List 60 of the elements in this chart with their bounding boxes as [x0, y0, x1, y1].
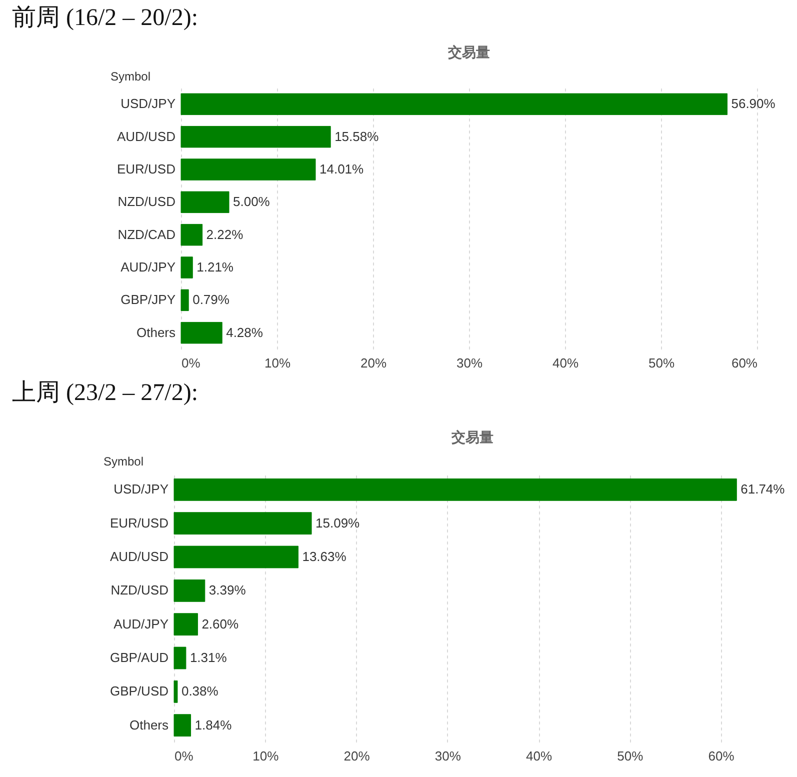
y-tick-label: AUD/USD: [116, 128, 176, 144]
text: 上周 (23/2 – 27/2):: [11, 379, 199, 408]
x-tick-label: 40%: [526, 748, 552, 764]
bar: [174, 680, 178, 703]
y-tick-label: Others: [129, 717, 169, 732]
data-label: 61.74%: [740, 482, 786, 497]
data-label: 15.58%: [334, 128, 380, 144]
x-tick-label: 60%: [731, 356, 758, 370]
data-label: 14.01%: [319, 162, 364, 176]
y-tick-label: AUD/JPY: [114, 616, 169, 632]
bar: [174, 478, 737, 501]
x-tick-label: 50%: [617, 748, 644, 764]
data-label: 2.60%: [202, 616, 239, 632]
y-axis-title: Symbol: [110, 70, 150, 84]
y-tick-label: AUD/JPY: [120, 260, 176, 274]
y-tick-label: AUD/USD: [110, 549, 168, 564]
y-tick-label: GBP/AUD: [110, 650, 168, 665]
x-tick-label: 40%: [552, 356, 579, 370]
y-tick-label: EUR/USD: [116, 162, 176, 176]
data-label: 56.90%: [731, 96, 776, 112]
x-tick-label: 20%: [344, 748, 370, 764]
y-tick-label: USD/JPY: [120, 96, 176, 112]
y-tick-label: GBP/USD: [110, 684, 168, 699]
y-tick-label: GBP/JPY: [120, 292, 176, 308]
bar: [174, 714, 192, 737]
y-tick-label: EUR/USD: [110, 515, 168, 530]
text: 前周 (16/2 – 20/2):: [11, 4, 199, 33]
chart-title: 交易量: [447, 44, 490, 60]
x-tick-label: 30%: [456, 356, 483, 370]
x-tick-label: 10%: [252, 748, 280, 764]
x-tick-label: 50%: [648, 356, 675, 370]
x-tick-label: 10%: [264, 356, 291, 370]
data-label: 0.38%: [181, 684, 219, 699]
data-label: 0.79%: [192, 292, 230, 308]
data-label: 1.31%: [190, 650, 228, 665]
bar: [174, 613, 198, 636]
data-label: 4.28%: [226, 324, 264, 340]
y-axis-title: Symbol: [103, 454, 144, 468]
chart-title: 交易量: [450, 429, 494, 445]
data-label: 5.00%: [233, 194, 270, 210]
data-label: 3.39%: [208, 582, 246, 598]
data-label: 15.09%: [316, 515, 360, 530]
bar: [174, 579, 206, 602]
bar: [174, 512, 312, 535]
data-label: 2.22%: [206, 226, 244, 242]
y-tick-label: NZD/USD: [118, 194, 176, 210]
data-label: 1.21%: [196, 260, 234, 274]
y-tick-label: USD/JPY: [114, 482, 169, 497]
x-tick-label: 0%: [182, 356, 201, 370]
bar: [174, 546, 298, 568]
data-label: 1.84%: [194, 717, 232, 732]
bar: [174, 646, 186, 670]
y-tick-label: Others: [136, 324, 176, 340]
x-tick-label: 0%: [174, 748, 194, 764]
data-label: 13.63%: [302, 549, 347, 564]
y-tick-label: NZD/USD: [110, 582, 168, 598]
x-tick-label: 30%: [434, 748, 462, 764]
y-tick-label: NZD/CAD: [118, 226, 176, 242]
x-tick-label: 60%: [708, 748, 735, 764]
x-tick-label: 20%: [360, 356, 387, 370]
